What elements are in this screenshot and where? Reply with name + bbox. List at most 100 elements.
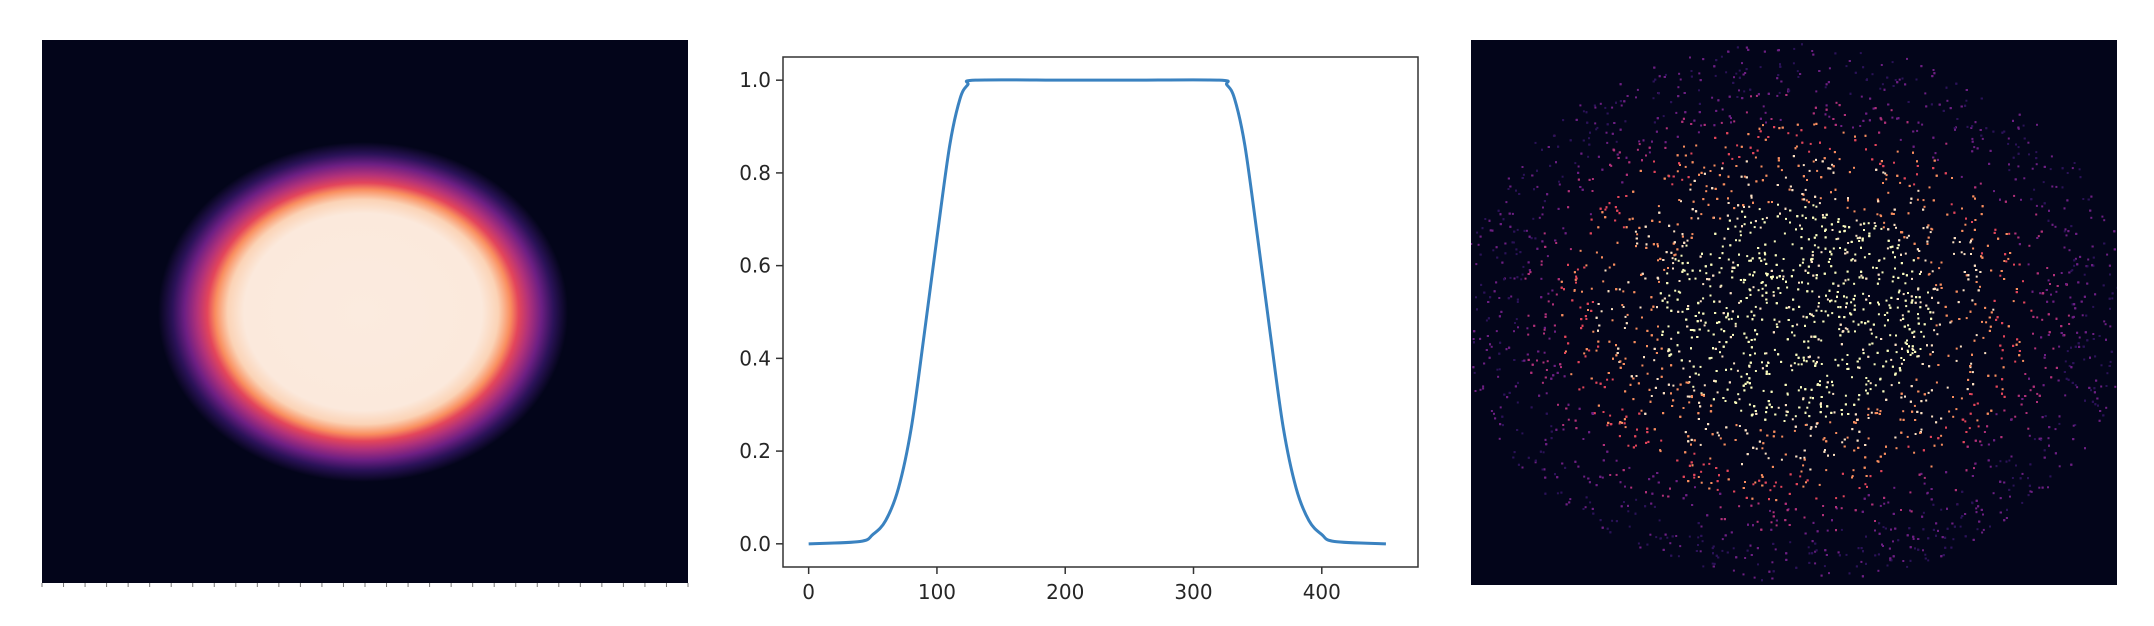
noise-point (2035, 151, 2038, 154)
noise-point (1894, 267, 1896, 270)
noise-point (1684, 165, 1687, 168)
noise-point (1705, 190, 1708, 193)
noise-point (1763, 258, 1766, 261)
noise-point (1798, 281, 1800, 284)
noise-point (1472, 338, 1475, 340)
noise-point (1703, 166, 1706, 169)
noise-point (1840, 507, 1843, 510)
noise-point (1867, 437, 1870, 440)
noise-point (1749, 354, 1752, 357)
noise-point (1980, 444, 1983, 447)
noise-point (1466, 357, 1468, 359)
noise-point (1868, 343, 1871, 346)
noise-point (1466, 314, 1468, 316)
noise-point (2082, 345, 2085, 348)
noise-point (1970, 362, 1973, 365)
noise-point (1846, 251, 1849, 254)
noise-point (1498, 297, 1501, 299)
noise-point (1747, 340, 1750, 343)
noise-point (1736, 144, 1739, 147)
noise-point (1627, 281, 1630, 284)
noise-point (1848, 60, 1851, 62)
noise-point (1902, 560, 1905, 562)
noise-point (2030, 309, 2033, 312)
noise-point (1799, 475, 1802, 478)
noise-point (1955, 408, 1958, 411)
noise-point (1536, 185, 1539, 188)
noise-point (1787, 88, 1790, 91)
noise-point (1713, 124, 1716, 127)
noise-point (2031, 167, 2034, 170)
noise-point (1745, 68, 1748, 71)
noise-point (1795, 228, 1797, 231)
noise-point (1927, 273, 1930, 276)
noise-point (1916, 198, 1919, 201)
noise-point (1690, 336, 1693, 339)
noise-point (1963, 253, 1966, 256)
noise-point (1781, 435, 1784, 438)
noise-point (1608, 266, 1611, 269)
noise-point (2068, 323, 2071, 325)
noise-point (2113, 230, 2116, 233)
noise-point (1986, 425, 1989, 428)
noise-point (1824, 86, 1827, 89)
noise-point (1953, 127, 1956, 130)
noise-point (1707, 423, 1710, 426)
noise-point (1652, 243, 1655, 246)
noise-point (1818, 202, 1821, 205)
noise-point (1867, 494, 1870, 497)
noise-point (2109, 273, 2111, 276)
noise-point (2081, 314, 2084, 317)
noise-point (1750, 339, 1753, 341)
noise-point (1580, 318, 1583, 321)
noise-point (1540, 296, 1543, 299)
noise-point (1960, 251, 1963, 254)
noise-point (1772, 331, 1775, 334)
noise-point (1740, 409, 1743, 412)
noise-point (1911, 345, 1914, 348)
noise-point (1644, 412, 1647, 415)
noise-point (1707, 329, 1710, 332)
noise-point (1858, 394, 1861, 397)
noise-point (1935, 324, 1938, 327)
noise-point (1750, 221, 1752, 224)
noise-point (2064, 360, 2067, 363)
noise-point (1987, 374, 1990, 377)
noise-point (1877, 301, 1879, 304)
noise-point (1817, 264, 1820, 267)
noise-point (1827, 314, 1830, 317)
noise-point (1727, 258, 1730, 261)
noise-point (1920, 472, 1923, 475)
noise-point (1534, 237, 1537, 240)
noise-point (1808, 150, 1811, 153)
noise-point (1691, 396, 1693, 399)
noise-point (1903, 325, 1906, 328)
noise-point (1876, 213, 1879, 216)
noise-point (1777, 406, 1780, 409)
noise-point (1793, 362, 1796, 365)
noise-point (1680, 359, 1683, 362)
noise-point (2070, 225, 2073, 228)
noise-point (1721, 108, 1724, 111)
noise-point (1552, 134, 1555, 137)
noise-point (1636, 88, 1639, 91)
noise-point (1668, 354, 1671, 357)
noise-point (1879, 378, 1882, 381)
noise-point (1872, 266, 1874, 269)
noise-point (1595, 381, 1598, 384)
noise-point (1906, 236, 1909, 239)
noise-point (1536, 247, 1539, 250)
noise-point (1749, 146, 1752, 149)
noise-point (1739, 279, 1742, 281)
noise-point (2064, 394, 2067, 397)
noise-point (1716, 197, 1719, 200)
noise-point (2033, 438, 2036, 441)
noise-point (1995, 413, 1998, 416)
noise-point (2001, 349, 2004, 352)
noise-point (1867, 417, 1870, 419)
noise-point (1969, 412, 1972, 415)
noise-point (1835, 101, 1838, 104)
noise-point (2008, 488, 2011, 491)
noise-point (1913, 404, 1916, 407)
noise-point (1770, 528, 1773, 531)
